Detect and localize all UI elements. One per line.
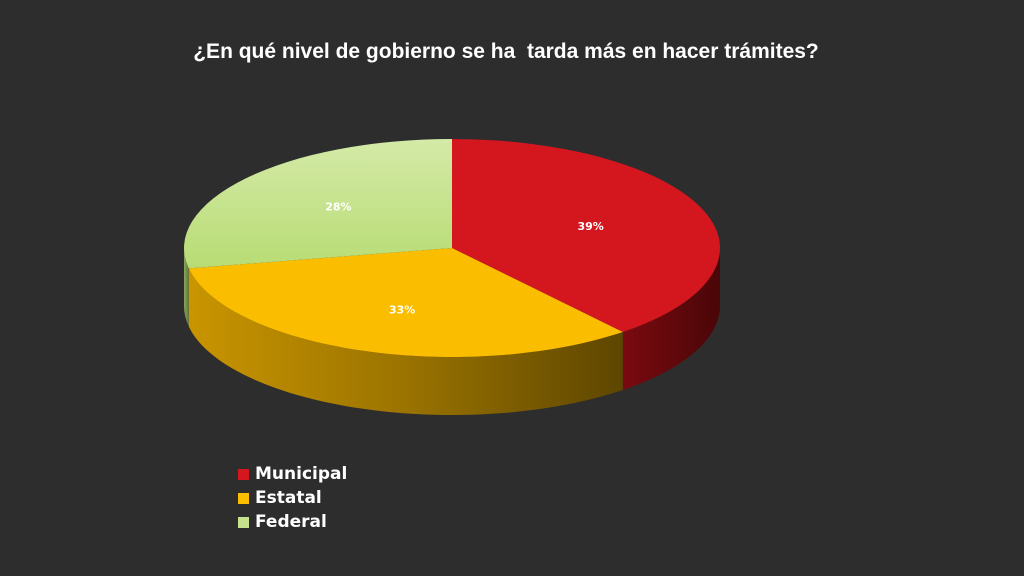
legend-item-estatal: Estatal <box>238 486 347 510</box>
slice-side-estatal <box>188 268 623 415</box>
legend-label: Estatal <box>255 488 322 508</box>
legend-swatch <box>238 468 249 480</box>
slice-side-federal <box>184 248 189 327</box>
legend-label: Federal <box>255 512 327 532</box>
slice-side-municipal <box>622 248 720 390</box>
chart-title: ¿En qué nivel de gobierno se ha tarda má… <box>193 40 819 63</box>
legend-swatch <box>238 516 249 528</box>
legend-swatch <box>238 492 249 504</box>
data-label-estatal: 33% <box>389 304 415 317</box>
slice-federal <box>183 138 452 269</box>
data-label-municipal: 39% <box>578 220 604 233</box>
legend-item-municipal: Municipal <box>238 462 347 486</box>
legend-label: Municipal <box>255 464 348 484</box>
data-label-federal: 28% <box>325 200 351 213</box>
slice-municipal <box>452 139 720 332</box>
legend-item-federal: Federal <box>238 510 347 534</box>
legend: Municipal Estatal Federal <box>238 462 347 534</box>
slice-estatal <box>188 248 623 357</box>
